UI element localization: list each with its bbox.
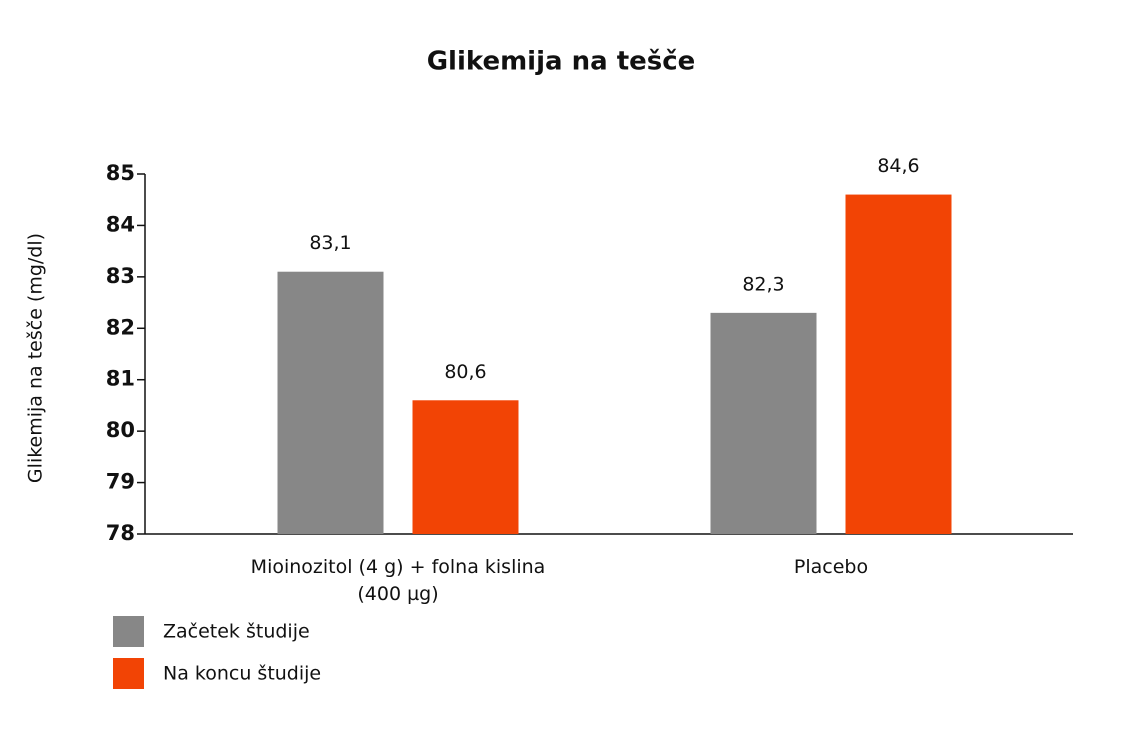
y-tick-label: 79 xyxy=(106,470,135,494)
y-tick-label: 83 xyxy=(106,264,135,288)
legend-label: Začetek študije xyxy=(163,621,310,643)
y-tick-label: 84 xyxy=(106,212,135,236)
value-label: 82,3 xyxy=(742,273,784,295)
bar xyxy=(710,312,817,534)
value-label: 80,6 xyxy=(444,361,486,383)
x-tick-label: Mioinozitol (4 g) + folna kislina (400 µ… xyxy=(250,556,546,605)
value-label: 84,6 xyxy=(877,155,919,177)
y-tick-label: 82 xyxy=(106,315,135,339)
y-tick-label: 78 xyxy=(106,521,135,545)
y-tick-label: 85 xyxy=(106,161,135,185)
legend-label: Na koncu študije xyxy=(163,663,321,685)
value-label: 83,1 xyxy=(309,232,351,254)
x-tick-label: Placebo xyxy=(793,556,869,578)
bar xyxy=(412,400,519,534)
y-tick-label: 81 xyxy=(106,367,135,391)
y-axis-label: Glikemija na tešče (mg/dl) xyxy=(25,233,47,483)
chart-title: Glikemija na tešče xyxy=(427,47,696,77)
legend-swatch xyxy=(113,658,144,689)
legend-swatch xyxy=(113,616,144,647)
y-tick-label: 80 xyxy=(106,418,135,442)
bar xyxy=(277,271,384,534)
bar xyxy=(845,194,952,535)
